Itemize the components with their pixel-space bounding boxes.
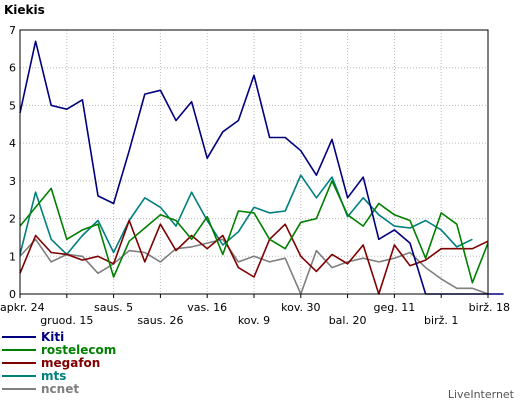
x-tick-label: birž. 18 — [469, 301, 510, 314]
x-tick-label: apkr. 24 — [0, 301, 45, 314]
legend-item-kiti: Kiti — [2, 330, 64, 344]
x-tick-label: saus. 5 — [94, 301, 133, 314]
series-line-rostelecom — [19, 180, 489, 284]
legend-label: megafon — [41, 356, 100, 370]
legend-label: rostelecom — [41, 343, 116, 357]
series-line-kiti — [19, 40, 504, 295]
legend-label: Kiti — [41, 330, 64, 344]
legend-label: mts — [41, 369, 66, 383]
watermark: LiveInternet — [448, 388, 515, 401]
series-line-mts — [19, 174, 473, 256]
y-tick-label: 5 — [9, 99, 16, 112]
x-tick-label: kov. 30 — [281, 301, 320, 314]
x-tick-label: gruod. 15 — [40, 314, 93, 327]
series-line-ncnet — [19, 238, 489, 295]
x-tick-label: saus. 26 — [137, 314, 183, 327]
x-tick-label: kov. 9 — [238, 314, 270, 327]
plot-frame — [19, 29, 489, 295]
x-tick-label: birž. 1 — [424, 314, 458, 327]
series-lines — [19, 40, 504, 295]
y-axis: 0 1 2 3 4 5 6 7 — [9, 24, 16, 301]
series-line-megafon — [19, 219, 489, 295]
y-tick-label: 7 — [9, 24, 16, 37]
grid — [20, 30, 488, 294]
legend-item-rostelecom: rostelecom — [2, 343, 116, 357]
y-tick-label: 1 — [9, 250, 16, 263]
legend-item-mts: mts — [2, 369, 66, 383]
y-tick-label: 3 — [9, 175, 16, 188]
y-axis-title: Kiekis — [4, 3, 45, 17]
y-tick-label: 6 — [9, 62, 16, 75]
x-tick-label: geg. 11 — [374, 301, 416, 314]
x-tick-label: vas. 16 — [187, 301, 227, 314]
legend-item-megafon: megafon — [2, 356, 100, 370]
y-tick-label: 2 — [9, 213, 16, 226]
x-tick-label: bal. 20 — [329, 314, 367, 327]
legend-label: ncnet — [41, 382, 79, 396]
legend-item-ncnet: ncnet — [2, 382, 79, 396]
y-tick-label: 4 — [9, 137, 16, 150]
y-tick-label: 0 — [9, 288, 16, 301]
